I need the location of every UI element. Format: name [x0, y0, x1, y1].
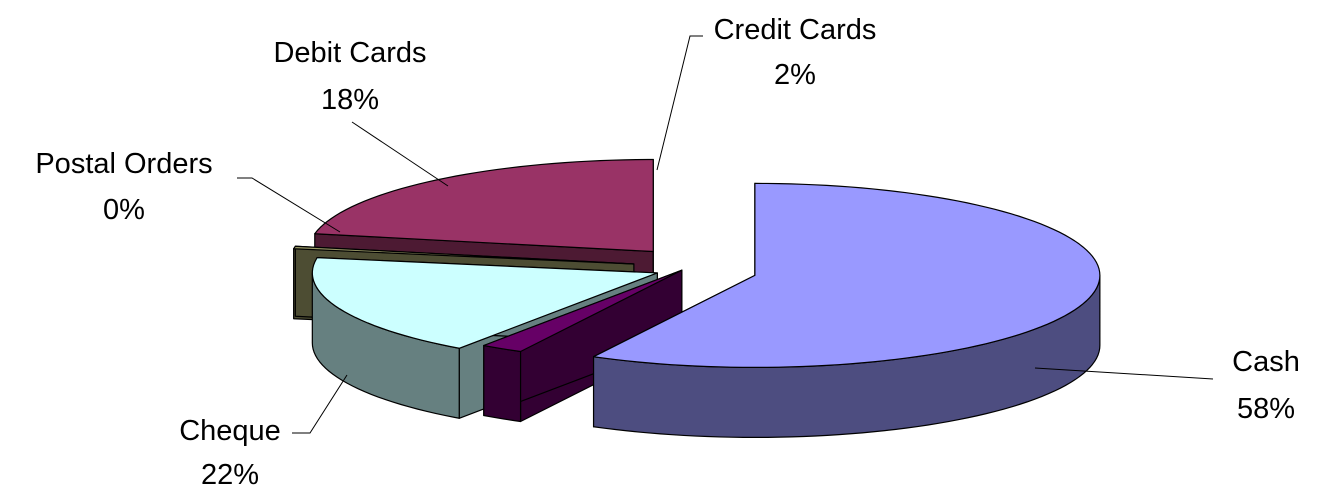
leader-cash — [1034, 367, 1214, 380]
leader-postal-orders — [237, 177, 341, 233]
slice-top-cash — [592, 182, 1101, 368]
label-postal-orders: Postal Orders 0% — [35, 148, 212, 226]
leader-cheque — [292, 374, 348, 434]
label-debit-cards-name: Debit Cards — [273, 37, 426, 69]
label-postal-orders-name: Postal Orders — [35, 148, 212, 180]
slice-rim-credit-cards — [483, 344, 522, 423]
label-credit-cards-percent: 2% — [774, 59, 816, 91]
label-cheque: Cheque 22% — [179, 415, 281, 489]
label-cash-name: Cash — [1232, 346, 1300, 378]
label-debit-cards-percent: 18% — [321, 84, 379, 116]
slice-tops — [293, 158, 1101, 368]
label-credit-cards: Credit Cards 2% — [714, 14, 877, 91]
label-cheque-name: Cheque — [179, 415, 281, 447]
leader-debit-cards — [351, 121, 449, 187]
label-postal-orders-percent: 0% — [103, 194, 145, 226]
leader-credit-cards — [656, 35, 703, 171]
leader-lines — [237, 35, 1214, 434]
label-cash: Cash 58% — [1232, 346, 1300, 425]
label-credit-cards-name: Credit Cards — [714, 14, 877, 46]
slice-top-cheque — [314, 158, 654, 253]
label-debit-cards: Debit Cards 18% — [273, 37, 426, 116]
slice-top-debit-cards — [311, 257, 658, 349]
label-cheque-percent: 22% — [201, 459, 259, 489]
slice-top-postal-orders — [293, 245, 635, 265]
slice-top-credit-cards — [483, 269, 683, 353]
label-cash-percent: 58% — [1237, 393, 1295, 425]
